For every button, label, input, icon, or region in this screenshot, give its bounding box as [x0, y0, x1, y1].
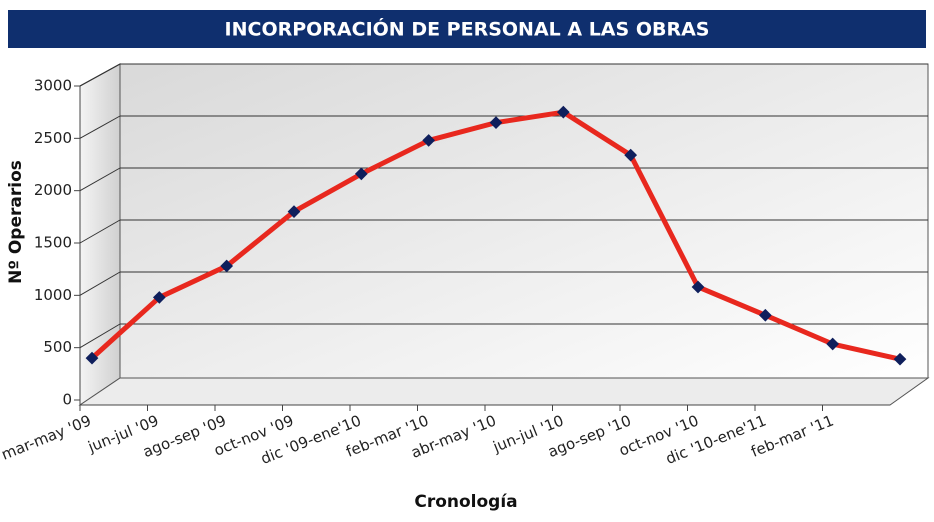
chart-title: INCORPORACIÓN DE PERSONAL A LAS OBRAS — [225, 17, 710, 41]
y-tick-label: 1500 — [34, 234, 72, 252]
x-tick-label: mar-may '09 — [0, 411, 94, 463]
floor — [78, 377, 930, 406]
grid-line-side — [79, 271, 121, 296]
y-tick-label: 2500 — [34, 129, 72, 147]
y-tick-label: 500 — [43, 338, 72, 356]
y-axis-title: Nº Operarios — [6, 160, 26, 284]
y-tick-label: 3000 — [34, 77, 72, 95]
grid-line-side — [79, 167, 121, 192]
grid-line-side — [79, 323, 121, 349]
grid-line-side — [79, 63, 121, 87]
grid-line-side — [79, 115, 121, 139]
y-tick-label: 2000 — [34, 181, 72, 199]
data-point — [85, 351, 99, 365]
data-point — [220, 259, 234, 273]
data-point — [422, 134, 436, 147]
y-tick-label: 0 — [62, 391, 72, 409]
data-point — [489, 116, 503, 129]
y-tick-label: 1000 — [34, 286, 72, 304]
data-point — [152, 291, 166, 304]
grid-line-side — [79, 219, 121, 244]
title-bar — [8, 10, 926, 48]
x-axis-title: Cronología — [414, 492, 517, 512]
data-point — [354, 167, 368, 181]
data-point — [287, 205, 301, 218]
